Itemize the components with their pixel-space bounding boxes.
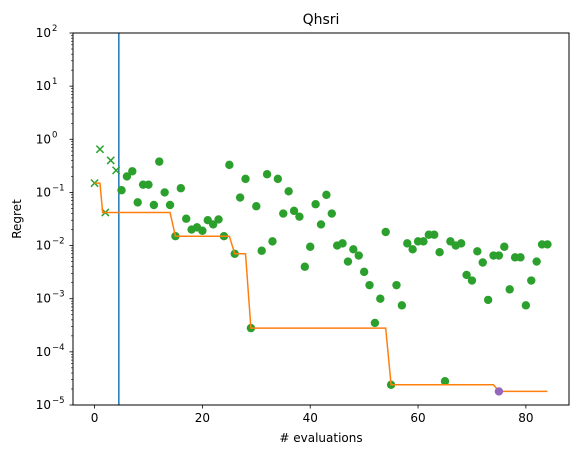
evaluation-point (343, 257, 353, 266)
chart-title: Qhsri (303, 12, 340, 28)
y-tick-label: 10 (36, 79, 51, 93)
evaluation-point (316, 220, 326, 229)
y-tick-label: 10 (36, 398, 51, 412)
evaluation-point (440, 377, 450, 386)
x-tick-label: 20 (195, 411, 210, 425)
evaluation-point (370, 318, 380, 328)
evaluation-point (117, 186, 126, 195)
evaluation-point (359, 267, 369, 277)
initial-point-marker (95, 145, 105, 154)
evaluation-point (284, 187, 293, 196)
evaluation-point (198, 226, 207, 235)
evaluation-point (376, 294, 385, 303)
evaluation-point (381, 227, 390, 237)
y-tick-label: 10 (36, 292, 51, 306)
evaluation-point (338, 239, 347, 248)
x-tick-label: 80 (518, 411, 533, 425)
evaluation-point (165, 200, 175, 210)
evaluation-point (483, 295, 493, 305)
plot-frame (72, 32, 570, 406)
plot-area (90, 33, 552, 405)
evaluation-point (430, 230, 439, 239)
x-axis: 0 20 40 60 80 (91, 405, 534, 425)
evaluation-point (397, 301, 407, 310)
evaluation-point (435, 248, 444, 257)
evaluation-point (235, 193, 245, 202)
evaluation-point (392, 280, 401, 290)
evaluation-point (241, 174, 250, 184)
evaluation-point (279, 209, 288, 218)
initial-point-marker (90, 178, 99, 188)
y-axis-label: Regret (10, 199, 24, 239)
evaluation-point (252, 202, 261, 211)
y-tick-exponent: −5 (52, 396, 65, 406)
evaluation-point (306, 242, 315, 251)
evaluation-point (473, 247, 482, 256)
evaluation-point (467, 276, 477, 285)
evaluation-point (122, 172, 132, 181)
evaluation-point (273, 174, 283, 184)
initial-point-marker (112, 166, 121, 175)
evaluation-point (208, 220, 218, 229)
y-tick-exponent: 0 (52, 130, 57, 140)
x-axis-label: # evaluations (279, 431, 362, 445)
evaluation-point (133, 198, 142, 207)
x-tick-label: 0 (91, 411, 99, 425)
y-tick-exponent: −3 (52, 290, 65, 300)
y-tick-label: 10 (36, 345, 51, 359)
evaluation-point (500, 242, 509, 251)
evaluation-point (478, 258, 487, 267)
evaluation-point (176, 184, 186, 193)
incumbent-regret-line (94, 182, 548, 393)
y-tick-label: 10 (36, 26, 51, 40)
evaluation-point (295, 212, 304, 221)
evaluation-point (408, 245, 417, 254)
y-tick-label: 10 (36, 185, 51, 199)
evaluation-point (365, 280, 374, 290)
evaluation-point (289, 206, 299, 216)
evaluation-point (349, 245, 358, 254)
evaluation-point (505, 285, 514, 294)
evaluation-point (225, 160, 234, 170)
y-tick-exponent: 1 (52, 77, 57, 87)
x-tick-label: 60 (410, 411, 425, 425)
evaluation-point (462, 270, 471, 280)
evaluation-point (311, 200, 320, 209)
evaluation-point (527, 276, 536, 285)
y-tick-exponent: −2 (52, 237, 65, 247)
y-tick-exponent: −4 (52, 343, 65, 353)
evaluation-point (494, 251, 504, 260)
best-point (494, 387, 504, 396)
evaluation-point (155, 157, 164, 166)
evaluation-point (214, 215, 223, 224)
evaluation-point (149, 200, 159, 210)
y-tick-label: 10 (36, 239, 51, 253)
initial-point-marker (106, 156, 115, 165)
y-tick-exponent: 2 (52, 24, 57, 34)
evaluation-point (456, 239, 466, 248)
evaluation-point (543, 240, 552, 249)
evaluation-point (403, 239, 412, 248)
evaluation-point (182, 214, 191, 223)
evaluation-point (144, 180, 153, 189)
evaluation-point (160, 188, 169, 197)
x-tick-label: 40 (303, 411, 318, 425)
y-tick-label: 10 (36, 132, 51, 146)
evaluation-point (516, 253, 525, 262)
evaluation-point (521, 301, 531, 310)
y-tick-exponent: −1 (52, 183, 65, 193)
evaluation-point (268, 237, 277, 246)
evaluation-point (257, 246, 266, 255)
evaluation-point (532, 257, 541, 266)
evaluation-point (327, 209, 336, 218)
evaluation-point (354, 251, 363, 260)
evaluation-point (262, 170, 272, 179)
evaluation-point (322, 190, 331, 200)
evaluation-point (128, 167, 137, 176)
evaluation-point (419, 237, 428, 246)
evaluation-point (300, 262, 310, 271)
